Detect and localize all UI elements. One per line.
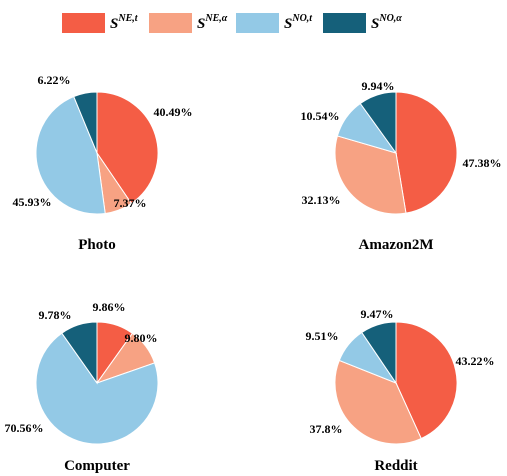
chart-title-reddit: Reddit [374,458,417,474]
slice-reddit-ne-t [395,321,458,440]
chart-title-computer: Computer [64,458,130,474]
chart-title-amazon2m: Amazon2M [359,237,434,253]
slice-computer-no-alpha [61,321,98,385]
value-label-computer-no-t: 70.56% [5,421,44,435]
legend-swatch-no-t [236,13,279,33]
value-label-amazon2m-no-t: 10.54% [301,109,340,123]
legend: SNE,t SNE,α SNO,t SNO,α [0,0,507,42]
value-label-computer-ne-t: 9.86% [93,300,126,314]
legend-swatch-ne-alpha [149,13,192,33]
slice-amazon2m-no-alpha [359,91,397,155]
legend-label-ne-alpha: SNE,α [197,12,228,32]
slice-reddit-ne-alpha [334,359,422,445]
value-label-amazon2m-ne-alpha: 32.13% [302,193,341,207]
slice-photo-ne-t [96,91,159,205]
slice-photo-no-t [35,95,106,215]
legend-label-no-alpha: SNO,α [371,12,402,32]
value-label-reddit-ne-t: 43.22% [456,354,495,368]
value-label-computer-no-alpha: 9.78% [39,308,72,322]
value-label-amazon2m-ne-t: 47.38% [463,156,502,170]
pie-reddit: 43.22% 37.8% 9.51% 9.47% Reddit [306,307,495,474]
legend-label-ne-t: SNE,t [110,12,138,32]
value-label-reddit-no-t: 9.51% [306,329,339,343]
legend-item-no-alpha: SNO,α [323,12,402,34]
legend-swatch-no-alpha [323,13,366,33]
slice-amazon2m-ne-t [395,91,458,214]
value-label-photo-ne-alpha: 7.37% [114,196,147,210]
pie-photo: 40.49% 7.37% 45.93% 6.22% Photo [13,73,193,253]
legend-swatch-ne-t [62,13,105,33]
slice-computer-no-t [35,332,159,445]
legend-item-ne-alpha: SNE,α [149,12,227,34]
legend-label-no-t: SNO,t [284,12,313,32]
value-label-amazon2m-no-alpha: 9.94% [362,79,395,93]
legend-item-no-t: SNO,t [236,12,312,34]
value-label-reddit-ne-alpha: 37.8% [310,422,343,436]
value-label-photo-ne-t: 40.49% [154,105,193,119]
legend-item-ne-t: SNE,t [62,12,138,34]
value-label-computer-ne-alpha: 9.80% [125,331,158,345]
value-label-photo-no-alpha: 6.22% [38,73,71,87]
value-label-photo-no-t: 45.93% [13,195,52,209]
pie-computer: 9.86% 9.80% 70.56% 9.78% Computer [5,300,159,474]
slice-photo-no-alpha [73,91,98,154]
slice-reddit-no-alpha [361,321,397,385]
chart-title-photo: Photo [78,237,116,253]
pie-amazon2m: 47.38% 32.13% 10.54% 9.94% Amazon2M [301,79,502,253]
value-label-reddit-no-alpha: 9.47% [361,307,394,321]
slice-amazon2m-ne-alpha [334,135,407,215]
